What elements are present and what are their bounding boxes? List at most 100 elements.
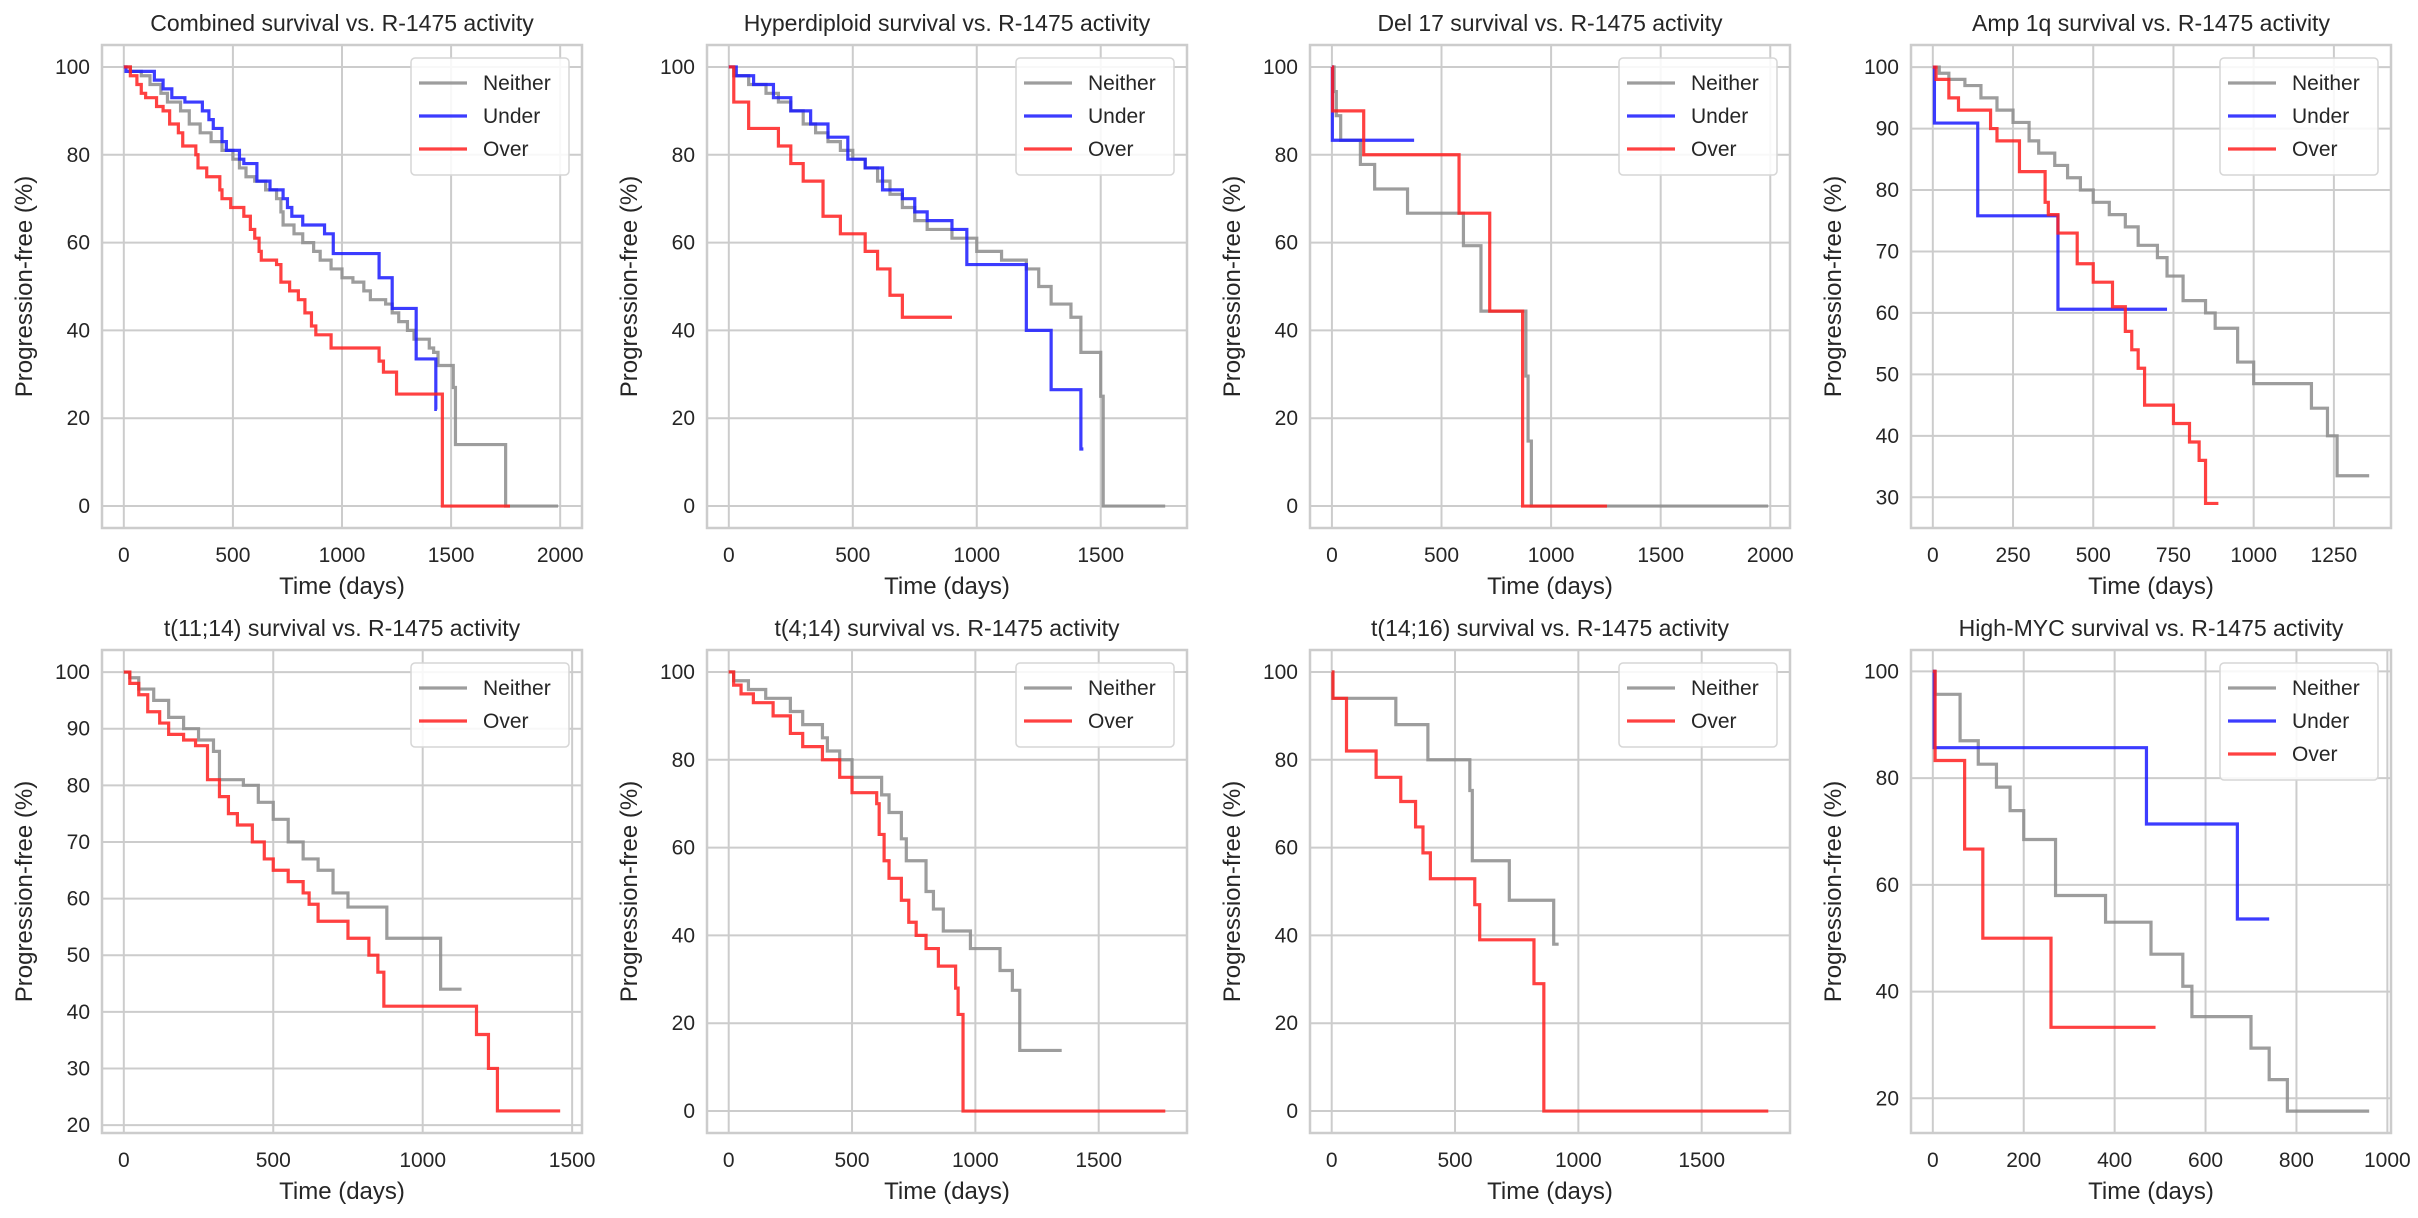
legend: Neither Over (1618, 662, 1778, 748)
subplot-title: Amp 1q survival vs. R-1475 activity (1972, 10, 2330, 36)
x-tick-label: 0 (1927, 1149, 1939, 1172)
km-curve-neither (123, 670, 462, 991)
legend-label: Over (1691, 138, 1737, 161)
y-tick-label: 20 (67, 407, 90, 430)
km-curve-neither (1932, 669, 2370, 1113)
x-tick-label: 1000 (2230, 544, 2277, 567)
x-tick-label: 200 (2006, 1149, 2041, 1172)
x-axis-label: Time (days) (2088, 573, 2214, 600)
km-curve-over (728, 65, 952, 319)
y-tick-label: 60 (67, 888, 90, 911)
y-tick-label: 90 (67, 718, 90, 741)
y-axis-label: Progression-free (%) (1820, 176, 1847, 397)
y-tick-label: 60 (672, 232, 695, 255)
x-tick-label: 500 (256, 1149, 291, 1172)
legend-label: Neither (1088, 677, 1156, 700)
km-curve-over (123, 65, 510, 508)
subplot-7: 0 500 1000 1500 0 20 40 60 80 100 Neither Over t(14;… (1219, 615, 1792, 1205)
x-tick-label: 1000 (953, 544, 1000, 567)
y-tick-label: 90 (1876, 118, 1899, 141)
x-tick-label: 2000 (1747, 544, 1794, 567)
subplot-3: 0 500 1000 1500 2000 0 20 40 60 80 100 Neither Under… (1219, 10, 1794, 600)
legend-label: Over (1691, 710, 1737, 733)
legend: Neither Under Over (1015, 57, 1175, 176)
x-axis-label: Time (days) (2088, 1178, 2214, 1205)
x-tick-label: 250 (1996, 544, 2031, 567)
y-tick-label: 40 (1876, 981, 1899, 1004)
y-tick-label: 60 (1876, 302, 1899, 325)
subplot-title: Hyperdiploid survival vs. R-1475 activit… (744, 10, 1151, 36)
km-curve-neither (728, 65, 1166, 508)
y-tick-label: 20 (1275, 407, 1298, 430)
y-axis-label: Progression-free (%) (1820, 781, 1847, 1002)
km-curve-under (123, 65, 438, 412)
x-tick-label: 1000 (1555, 1149, 1602, 1172)
y-tick-label: 80 (67, 774, 90, 797)
y-tick-label: 40 (1275, 319, 1298, 342)
x-tick-label: 0 (723, 544, 735, 567)
subplot-5: 0 500 1000 1500 20 30 40 50 60 70 80 90 100 Neither Ov… (11, 615, 595, 1205)
y-tick-label: 40 (67, 1001, 90, 1024)
y-axis-label: Progression-free (%) (1219, 176, 1246, 397)
x-axis-label: Time (days) (279, 1178, 405, 1205)
axes-frame (705, 43, 1189, 530)
x-tick-label: 800 (2279, 1149, 2314, 1172)
legend-label: Under (2292, 105, 2349, 128)
y-tick-label: 60 (1876, 874, 1899, 897)
legend-box (2219, 57, 2379, 176)
subplot-title: t(11;14) survival vs. R-1475 activity (164, 615, 521, 641)
x-tick-label: 1000 (399, 1149, 446, 1172)
x-tick-label: 1500 (549, 1149, 596, 1172)
y-tick-label: 20 (1275, 1012, 1298, 1035)
x-axis-label: Time (days) (1487, 573, 1613, 600)
legend: Neither Under Over (1618, 57, 1778, 176)
subplot-title: t(14;16) survival vs. R-1475 activity (1371, 615, 1729, 641)
legend-box (1618, 57, 1778, 176)
y-tick-label: 40 (1876, 425, 1899, 448)
axes-frame (1909, 43, 2393, 530)
subplot-title: t(4;14) survival vs. R-1475 activity (774, 615, 1120, 641)
y-tick-label: 30 (1876, 486, 1899, 509)
x-tick-label: 1000 (1528, 544, 1575, 567)
legend-box (1618, 662, 1778, 748)
y-tick-label: 80 (672, 749, 695, 772)
x-tick-label: 0 (118, 544, 130, 567)
legend-label: Neither (2292, 677, 2360, 700)
x-tick-label: 500 (835, 1149, 870, 1172)
legend-label: Neither (1088, 72, 1156, 95)
y-tick-label: 80 (1876, 767, 1899, 790)
y-tick-label: 100 (1864, 660, 1899, 683)
x-tick-label: 0 (723, 1149, 735, 1172)
subplot-8: 0 200 400 600 800 1000 20 40 60 80 100 Neither Under… (1820, 615, 2411, 1205)
x-tick-label: 500 (1424, 544, 1459, 567)
x-tick-label: 750 (2156, 544, 2191, 567)
legend-box (1015, 57, 1175, 176)
km-curve-over (1331, 670, 1769, 1113)
km-curve-under (1932, 65, 2168, 311)
x-tick-label: 0 (1326, 1149, 1338, 1172)
x-tick-label: 2000 (537, 544, 584, 567)
x-tick-label: 600 (2188, 1149, 2223, 1172)
legend-label: Neither (2292, 72, 2360, 95)
legend-label: Over (1088, 138, 1134, 161)
y-tick-label: 80 (672, 144, 695, 167)
y-tick-label: 100 (1263, 661, 1298, 684)
km-curve-over (728, 670, 1166, 1113)
y-tick-label: 80 (1275, 144, 1298, 167)
legend-label: Over (2292, 743, 2338, 766)
x-tick-label: 1500 (428, 544, 475, 567)
y-tick-label: 60 (67, 232, 90, 255)
legend-label: Under (2292, 710, 2349, 733)
y-tick-label: 100 (1263, 56, 1298, 79)
x-tick-label: 0 (1326, 544, 1338, 567)
y-tick-label: 100 (55, 661, 90, 684)
y-tick-label: 20 (67, 1114, 90, 1137)
x-axis-label: Time (days) (884, 1178, 1010, 1205)
y-axis-label: Progression-free (%) (11, 176, 38, 397)
subplot-6: 0 500 1000 1500 0 20 40 60 80 100 Neither Over t(4;1… (616, 615, 1189, 1205)
y-tick-label: 100 (660, 661, 695, 684)
y-axis-label: Progression-free (%) (1219, 781, 1246, 1002)
legend-label: Neither (1691, 72, 1759, 95)
legend-label: Over (1088, 710, 1134, 733)
subplot-4: 0 250 500 750 1000 1250 30 40 50 60 70 80 90 100 Neith… (1820, 10, 2393, 600)
